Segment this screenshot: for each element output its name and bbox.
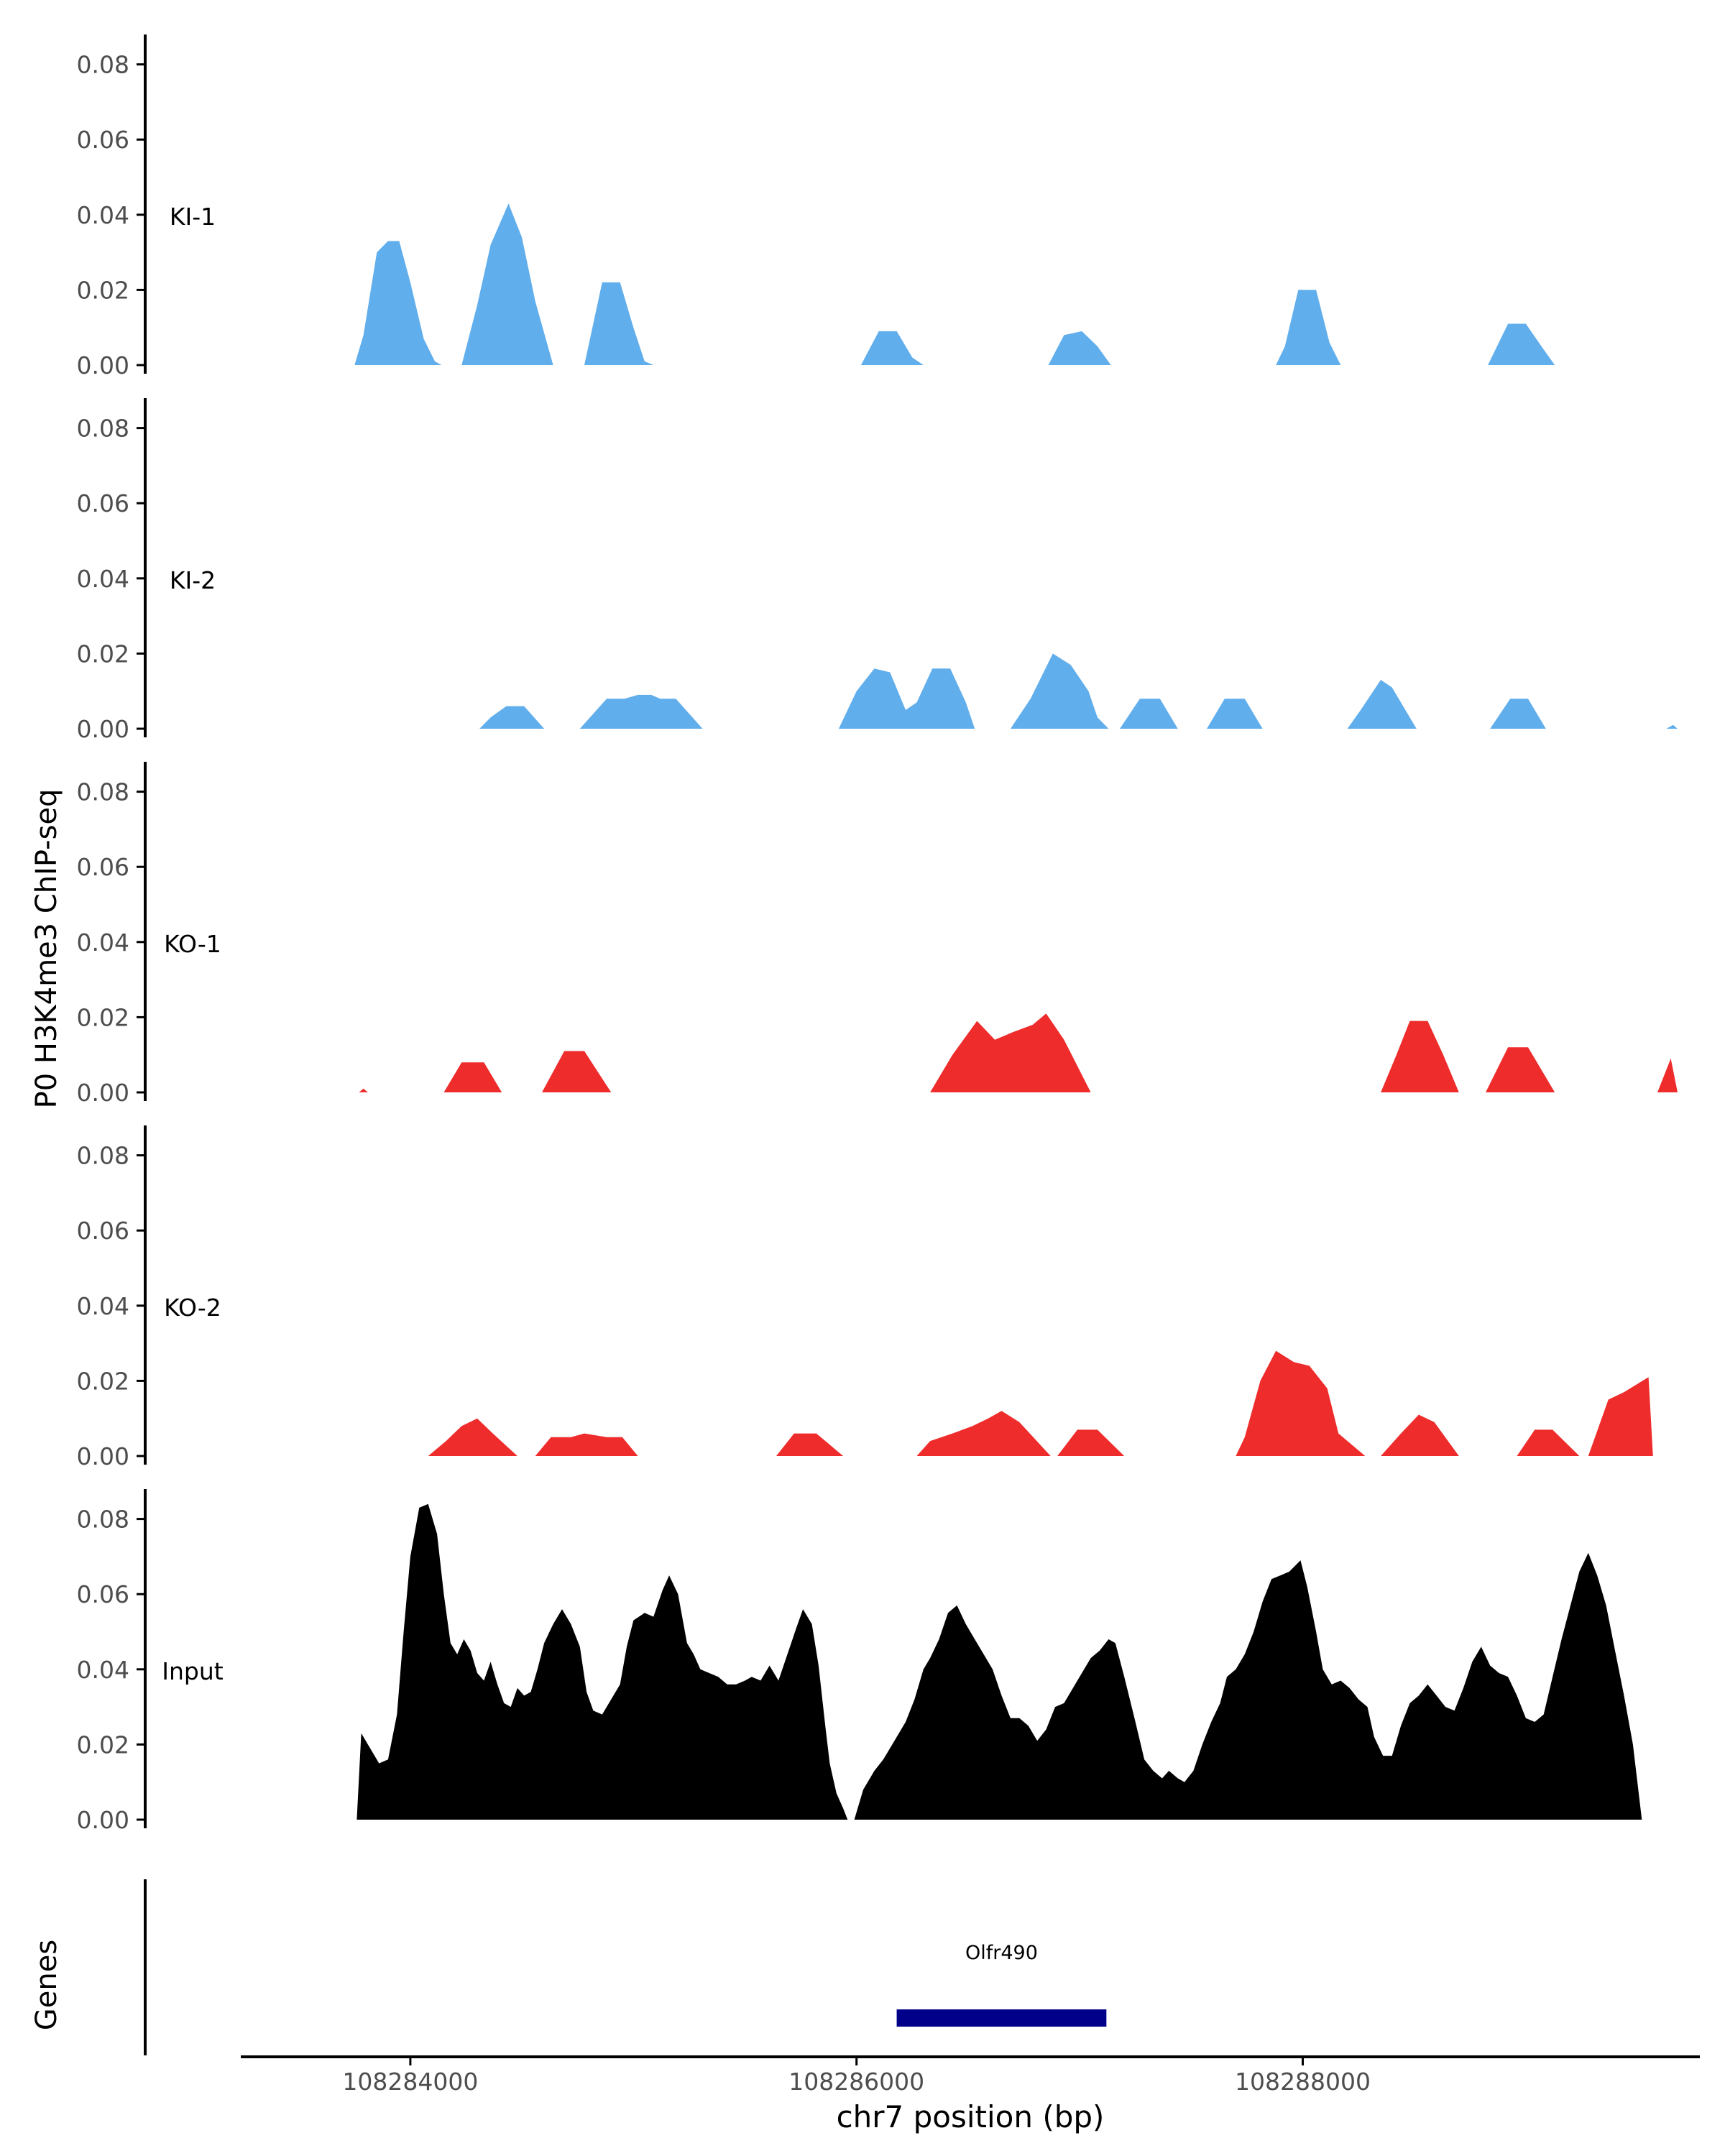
x-tick-label: 108284000 <box>342 2068 478 2096</box>
signal-peak-ki-1 <box>1488 323 1555 365</box>
signal-peak-ko-2 <box>916 1411 1051 1456</box>
y-tick-label: 0.02 <box>77 1731 129 1759</box>
x-tick-label: 108286000 <box>788 2068 924 2096</box>
signal-peak-ko-2 <box>1381 1414 1459 1456</box>
y-tick-label: 0.08 <box>77 1142 129 1170</box>
track-panel-ki-1: 0.00 0.02 0.04 0.06 0.08 KI-1 <box>77 34 1555 379</box>
signal-peak-ki-2 <box>1347 680 1417 729</box>
track-label: KI-1 <box>170 203 216 231</box>
y-tick-label: 0.08 <box>77 778 129 806</box>
y-tick-label: 0.02 <box>77 276 129 304</box>
genes-axis-title: Genes <box>30 1940 63 2030</box>
signal-peak-ki-2 <box>1490 699 1546 729</box>
genes-panel: Olfr490 <box>144 1879 1107 2055</box>
track-panel-ki-2: 0.00 0.02 0.04 0.06 0.08 KI-2 <box>77 398 1678 743</box>
y-axis-title: P0 H3K4me3 ChIP-seq <box>30 789 63 1109</box>
signal-peak-input <box>356 1503 848 1820</box>
y-tick-label: 0.00 <box>77 1442 129 1470</box>
y-tick-label: 0.06 <box>77 853 129 881</box>
signal-peak-ko-1 <box>359 1088 368 1092</box>
track-panel-ko-2: 0.00 0.02 0.04 0.06 0.08 KO-2 <box>77 1125 1653 1470</box>
y-tick-label: 0.06 <box>77 126 129 154</box>
signal-peak-ko-1 <box>930 1013 1091 1092</box>
track-label: KO-1 <box>164 930 221 958</box>
gene-label: Olfr490 <box>965 1942 1038 1964</box>
signal-peak-ki-2 <box>1666 724 1678 729</box>
signal-peak-ki-1 <box>1048 331 1111 365</box>
signal-peak-ko-1 <box>542 1051 612 1092</box>
signal-peak-ko-1 <box>443 1062 502 1092</box>
signal-peak-ko-2 <box>1057 1429 1125 1456</box>
signal-peak-ko-2 <box>1588 1377 1653 1456</box>
tracks-layer: 0.00 0.02 0.04 0.06 0.08 KI-1 0.00 0.02 0.04 0.06… <box>77 34 1678 1834</box>
signal-peak-ki-2 <box>1010 653 1109 729</box>
signal-peak-ki-2 <box>1207 699 1263 729</box>
signal-peak-ki-2 <box>479 706 545 729</box>
track-panel-ko-1: 0.00 0.02 0.04 0.06 0.08 KO-1 <box>77 762 1678 1107</box>
track-label: KO-2 <box>164 1294 221 1322</box>
signal-peak-ko-1 <box>1486 1047 1555 1092</box>
y-tick-label: 0.06 <box>77 1580 129 1608</box>
signal-peak-ko-2 <box>535 1433 638 1456</box>
gene-bar <box>896 2009 1107 2027</box>
y-tick-label: 0.08 <box>77 51 129 79</box>
y-tick-label: 0.04 <box>77 1292 129 1320</box>
y-tick-label: 0.08 <box>77 1506 129 1534</box>
y-tick-label: 0.04 <box>77 565 129 593</box>
signal-peak-ko-1 <box>1381 1021 1459 1092</box>
signal-peak-ki-1 <box>1276 290 1341 365</box>
y-tick-label: 0.06 <box>77 489 129 517</box>
y-tick-label: 0.08 <box>77 415 129 443</box>
x-axis: 108284000 108286000 108288000 <box>241 2055 1700 2096</box>
signal-peak-ki-2 <box>579 694 703 729</box>
y-tick-label: 0.02 <box>77 1003 129 1031</box>
signal-peak-ki-1 <box>584 282 654 365</box>
signal-peak-ko-1 <box>1657 1058 1678 1092</box>
y-tick-label: 0.04 <box>77 1656 129 1684</box>
y-tick-label: 0.00 <box>77 351 129 379</box>
y-tick-label: 0.04 <box>77 201 129 229</box>
x-axis-title: chr7 position (bp) <box>837 2099 1105 2134</box>
x-tick-label: 108288000 <box>1235 2068 1371 2096</box>
y-tick-label: 0.00 <box>77 1079 129 1107</box>
signal-peak-ko-2 <box>1517 1429 1580 1456</box>
y-tick-label: 0.04 <box>77 929 129 957</box>
track-label: KI-2 <box>170 566 216 594</box>
signal-peak-input <box>854 1552 1642 1820</box>
y-tick-label: 0.02 <box>77 1367 129 1395</box>
signal-peak-ki-1 <box>354 241 442 365</box>
signal-peak-ki-1 <box>461 203 553 365</box>
signal-peak-ko-2 <box>776 1433 844 1456</box>
y-tick-label: 0.02 <box>77 640 129 668</box>
signal-peak-ko-2 <box>1236 1350 1366 1456</box>
y-tick-label: 0.06 <box>77 1217 129 1245</box>
track-label: Input <box>162 1657 224 1685</box>
signal-peak-ki-2 <box>1120 699 1178 729</box>
signal-peak-ki-1 <box>860 331 924 365</box>
signal-peak-ko-2 <box>428 1418 518 1456</box>
signal-peak-ki-2 <box>838 668 975 729</box>
track-panel-input: 0.00 0.02 0.04 0.06 0.08 Input <box>77 1489 1642 1834</box>
y-tick-label: 0.00 <box>77 715 129 743</box>
y-tick-label: 0.00 <box>77 1806 129 1834</box>
